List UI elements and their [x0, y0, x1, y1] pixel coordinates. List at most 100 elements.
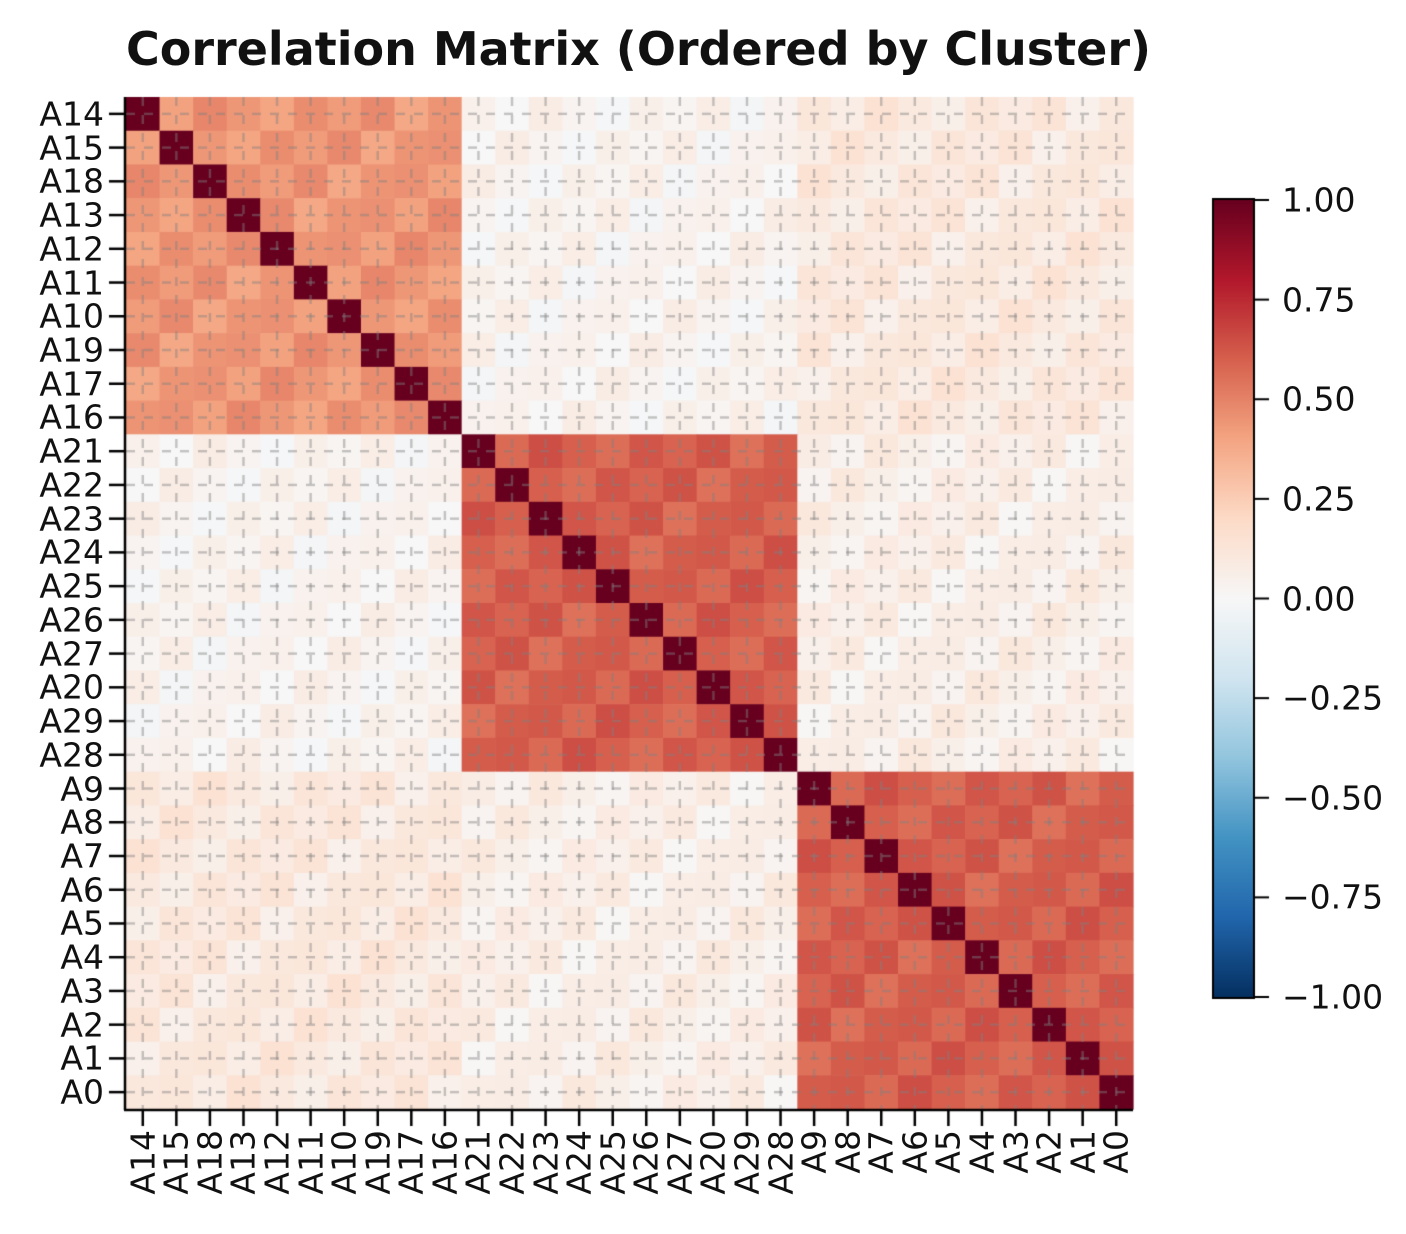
y-tick-label: A5 [60, 903, 104, 943]
y-tick-label: A22 [39, 465, 104, 505]
colorbar-tick-label: 1.00 [1282, 180, 1356, 220]
x-tick-label-text: A12 [257, 1130, 297, 1195]
x-tick-label: A27 [660, 1130, 700, 1195]
y-tick-label: A6 [60, 870, 104, 910]
x-tick-label: A13 [223, 1130, 263, 1195]
x-tick-label: A3 [996, 1130, 1036, 1174]
x-tick-label-text: A5 [928, 1130, 968, 1174]
x-tick-label-text: A29 [727, 1130, 767, 1195]
x-tick-label: A19 [358, 1130, 398, 1195]
x-tick-label: A25 [593, 1130, 633, 1195]
x-tick-label-text: A26 [626, 1130, 666, 1195]
x-tick-label-text: A9 [794, 1130, 834, 1174]
y-tick-label: A17 [39, 364, 104, 404]
x-tick-label-text: A3 [996, 1130, 1036, 1174]
y-tick-label: A13 [39, 195, 104, 235]
x-tick-label-text: A7 [861, 1130, 901, 1174]
y-tick-label: A12 [39, 229, 104, 269]
x-tick-label-text: A22 [492, 1130, 532, 1195]
x-tick-label-text: A21 [458, 1130, 498, 1195]
x-tick-label-text: A16 [425, 1130, 465, 1195]
colorbar-tick-label: 0.25 [1282, 479, 1356, 519]
x-tick-label: A28 [761, 1130, 801, 1195]
x-tick-label: A6 [895, 1130, 935, 1174]
x-tick-label: A12 [257, 1130, 297, 1195]
x-tick-label: A20 [694, 1130, 733, 1195]
x-tick-label: A23 [526, 1130, 566, 1195]
x-tick-label-text: A24 [559, 1130, 599, 1195]
y-tick-label: A7 [60, 836, 104, 876]
colorbar-tick-label: 0.00 [1282, 579, 1356, 618]
x-tick-label: A9 [794, 1130, 834, 1174]
y-tick-label: A0 [60, 1072, 104, 1112]
x-tick-label-text: A27 [660, 1130, 700, 1195]
x-tick-label-text: A8 [828, 1130, 868, 1174]
x-tick-label-text: A13 [223, 1130, 263, 1195]
y-tick-label: A25 [39, 566, 104, 606]
x-tick-label-text: A17 [391, 1130, 431, 1195]
x-tick-label-text: A19 [358, 1130, 398, 1195]
x-tick-label: A8 [828, 1130, 868, 1174]
x-tick-label: A24 [559, 1130, 599, 1195]
x-tick-label: A7 [861, 1130, 901, 1174]
y-tick-label: A10 [39, 296, 104, 336]
y-tick-label: A20 [39, 667, 104, 707]
y-tick-label: A27 [39, 634, 104, 674]
x-tick-label: A26 [626, 1130, 666, 1195]
x-tick-label: A18 [190, 1130, 230, 1195]
y-tick-label: A28 [39, 735, 104, 775]
colorbar-tick-label: −0.25 [1282, 678, 1384, 718]
x-tick-label-text: A10 [324, 1130, 364, 1195]
y-tick-label: A16 [39, 397, 104, 437]
y-tick-label: A15 [39, 128, 104, 168]
x-tick-label: A22 [492, 1130, 532, 1195]
y-tick-label: A18 [39, 161, 104, 201]
y-tick-label: A8 [60, 802, 104, 842]
colorbar-tick-label: −1.00 [1282, 977, 1384, 1017]
x-tick-label-text: A18 [190, 1130, 230, 1195]
colorbar-tick-label: 0.50 [1282, 379, 1356, 419]
y-tick-label: A23 [39, 499, 104, 539]
x-tick-label: A14 [123, 1130, 163, 1195]
y-tick-label: A11 [39, 263, 104, 303]
x-tick-label-text: A2 [1029, 1130, 1069, 1174]
x-tick-label: A1 [1063, 1130, 1103, 1174]
y-tick-label: A1 [60, 1038, 104, 1078]
x-tick-label: A4 [962, 1130, 1002, 1174]
colorbar-tick-label: 0.75 [1282, 280, 1356, 320]
y-tick-label: A3 [60, 971, 104, 1011]
heatmap-area [126, 97, 1133, 1109]
y-tick-label: A26 [39, 600, 104, 640]
x-tick-label-text: A4 [962, 1130, 1002, 1174]
x-tick-label: A29 [727, 1130, 767, 1195]
x-tick-label: A10 [324, 1130, 364, 1195]
y-tick-label: A14 [39, 94, 104, 134]
x-tick-label-text: A25 [593, 1130, 633, 1195]
x-tick-label: A2 [1029, 1130, 1069, 1174]
x-tick-label-text: A14 [123, 1130, 163, 1195]
x-tick-label-text: A11 [291, 1130, 331, 1195]
y-tick-label: A29 [39, 701, 104, 741]
x-tick-label-text: A28 [761, 1130, 801, 1195]
y-tick-label: A21 [39, 431, 104, 471]
x-tick-label: A16 [425, 1130, 465, 1195]
chart-title: Correlation Matrix (Ordered by Cluster) [126, 22, 1152, 76]
y-tick-label: A9 [60, 769, 104, 809]
colorbar-tick-label: −0.75 [1282, 877, 1384, 917]
y-tick-label: A4 [60, 937, 104, 977]
x-tick-label-text: A6 [895, 1130, 935, 1174]
x-tick-label: A0 [1096, 1130, 1136, 1174]
x-tick-label: A15 [156, 1130, 196, 1195]
x-tick-label: A21 [458, 1130, 498, 1195]
colorbar-tick-label: −0.50 [1282, 778, 1384, 818]
colorbar [1214, 200, 1253, 997]
x-tick-label-text: A23 [526, 1130, 566, 1195]
x-tick-label-text: A1 [1063, 1130, 1103, 1174]
x-tick-label-text: A15 [156, 1130, 196, 1195]
x-tick-label: A5 [928, 1130, 968, 1174]
y-tick-label: A24 [39, 532, 104, 572]
y-tick-label: A19 [39, 330, 104, 370]
x-tick-label-text: A0 [1096, 1130, 1136, 1174]
